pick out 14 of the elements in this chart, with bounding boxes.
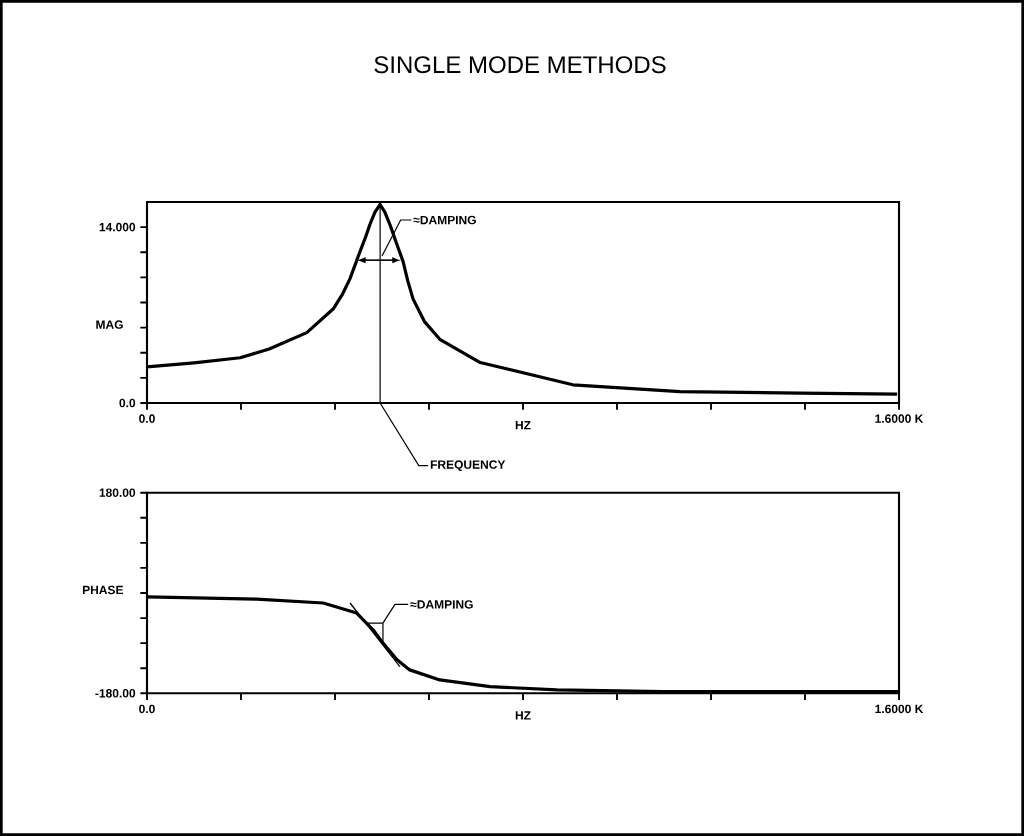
x-axis-title: HZ (515, 711, 531, 720)
y-tick-label: 180.00 (99, 488, 136, 497)
annotation: ≈DAMPING (410, 600, 473, 609)
x-tick-label: 1.6000 K (875, 704, 924, 714)
x-axis-title: HZ (515, 421, 531, 430)
annotation: ≈DAMPING (413, 215, 476, 225)
y-axis-title: PHASE (82, 585, 124, 595)
chart-title: SINGLE MODE METHODS (374, 56, 666, 74)
x-tick-label: 1.6000 K (875, 414, 924, 423)
y-tick-label: 0.0 (119, 398, 136, 408)
y-axis-title: MAG (96, 320, 123, 329)
ref-line-label: FREQUENCY (430, 460, 506, 472)
y-tick-label: 14.000 (99, 222, 136, 232)
y-tick-label: -180.00 (95, 689, 136, 698)
